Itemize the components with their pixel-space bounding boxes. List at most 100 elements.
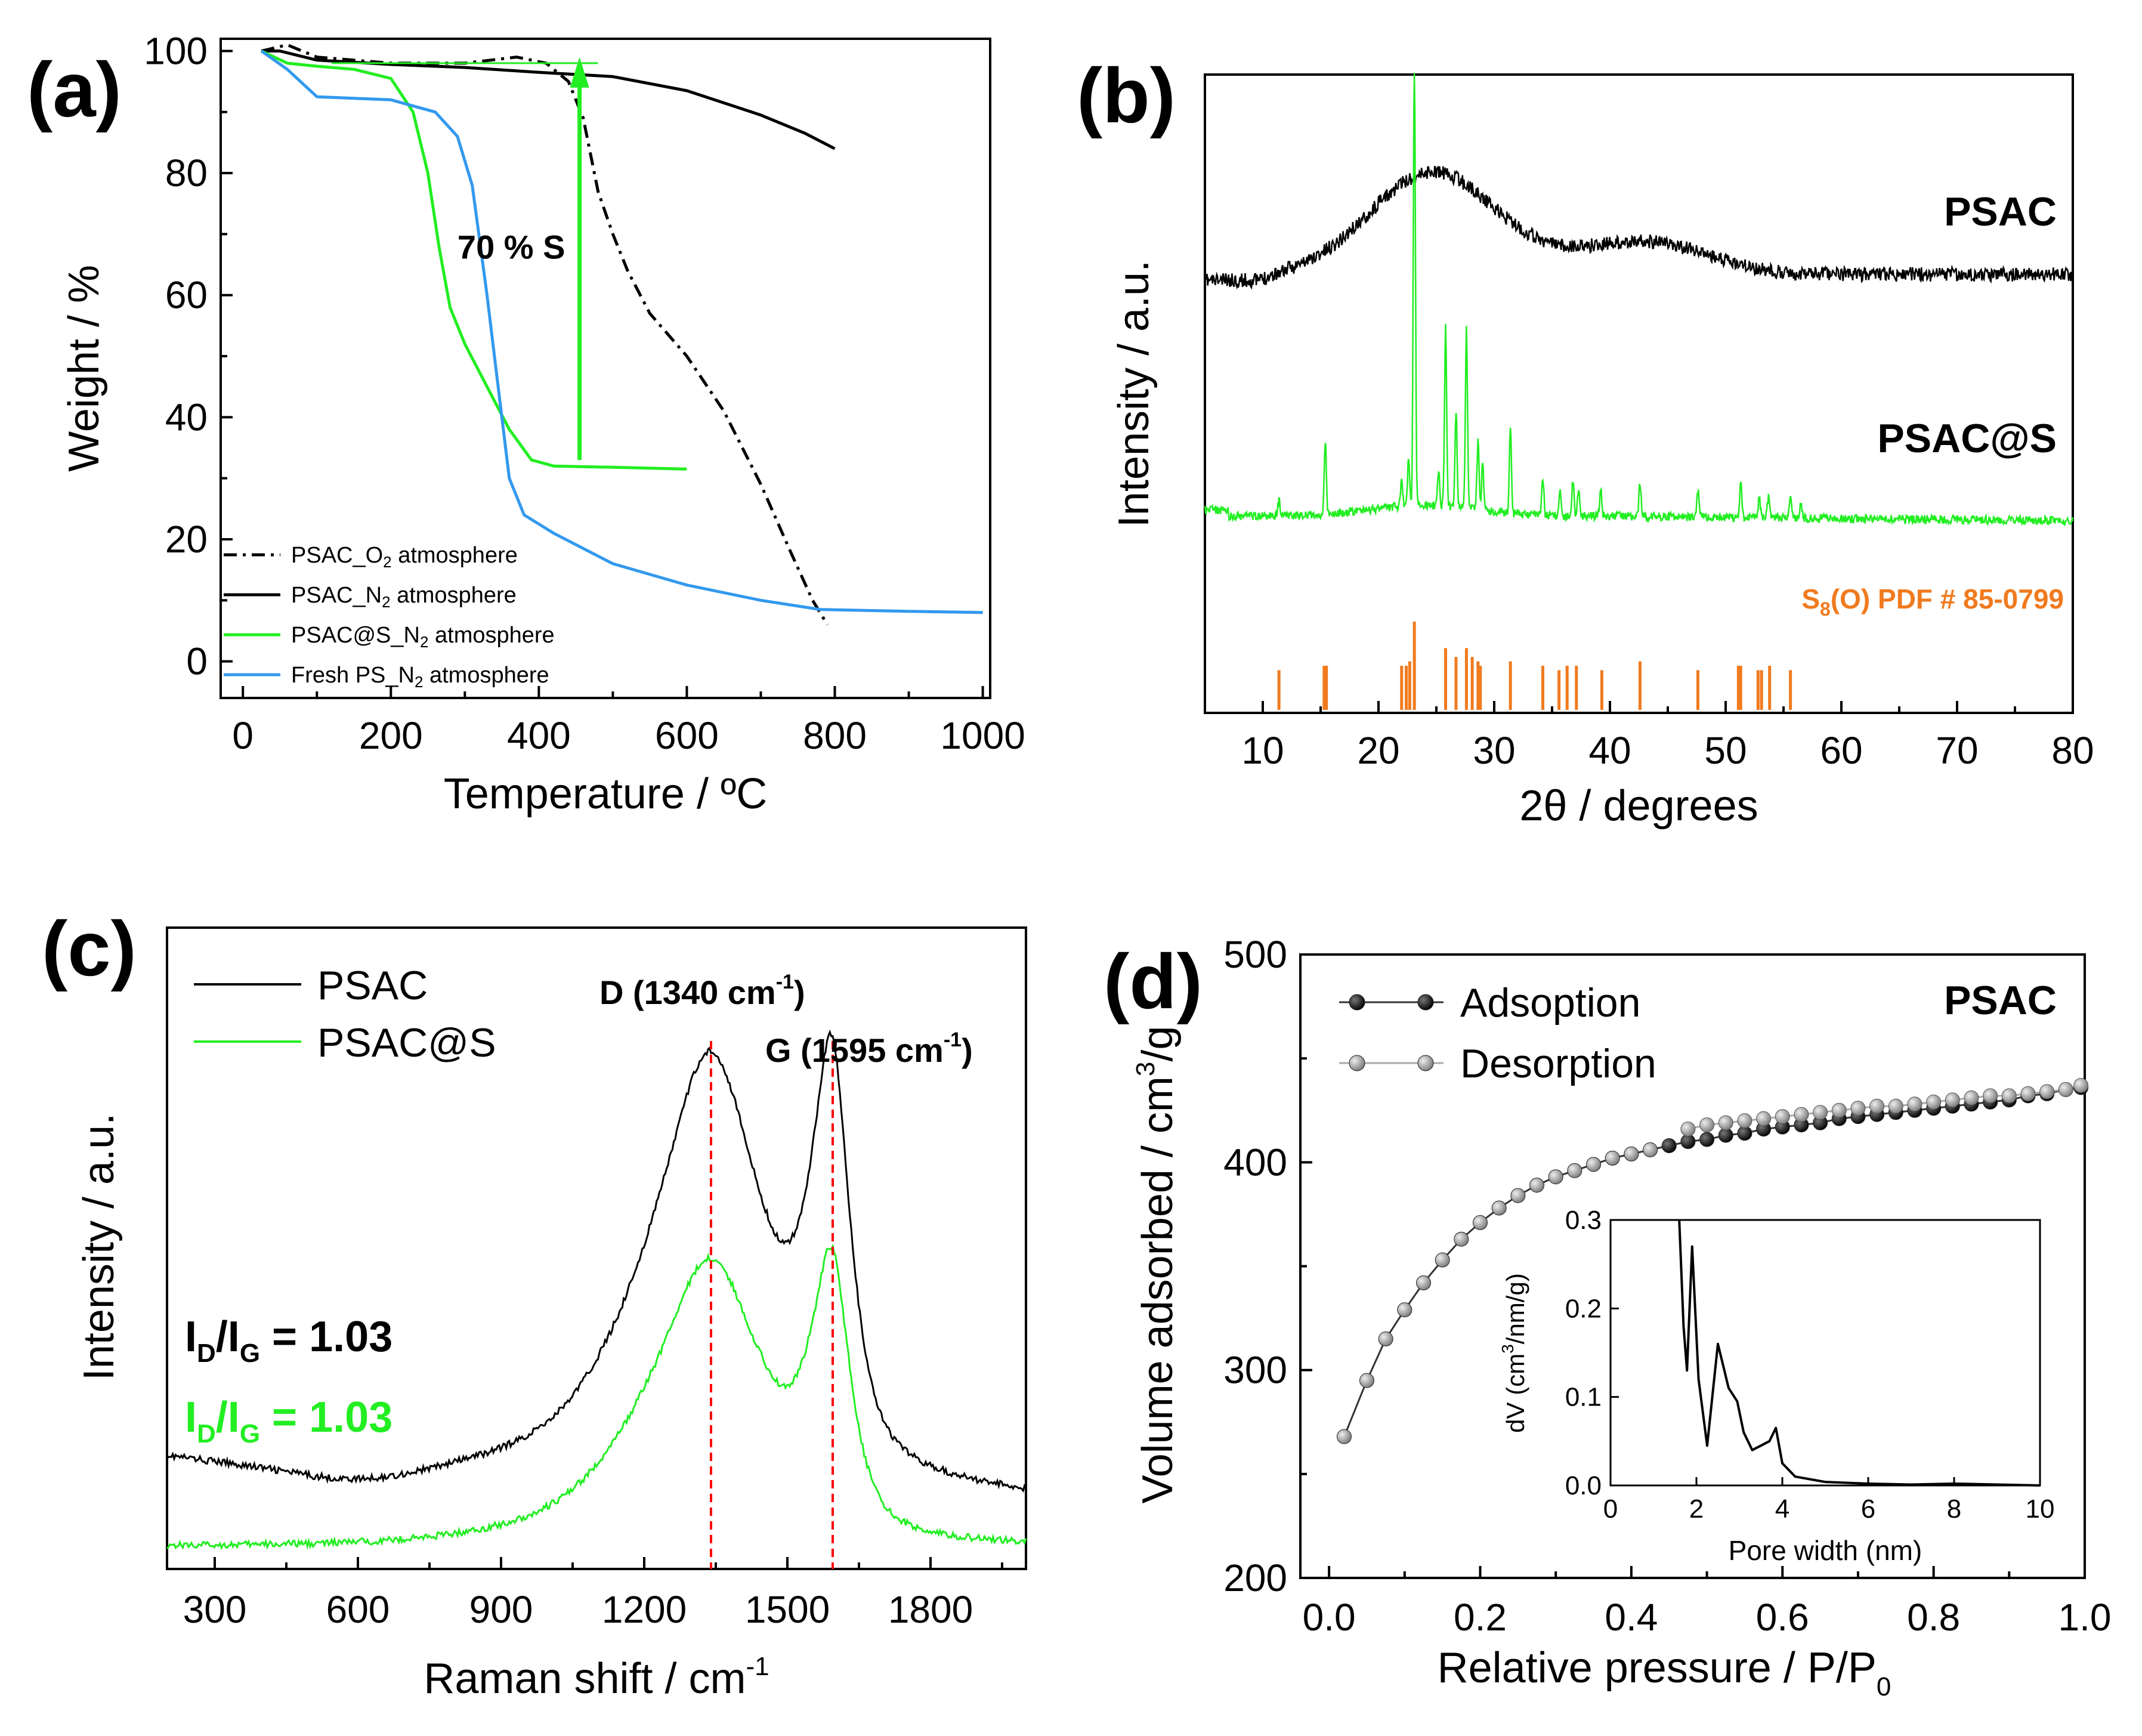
desorption-point xyxy=(2020,1086,2036,1101)
text-span: D xyxy=(197,1339,216,1368)
adsorption-point xyxy=(1510,1188,1526,1203)
x-tick-label-c: 1500 xyxy=(745,1588,830,1631)
x-tick-label-d: 0.6 xyxy=(1756,1596,1809,1639)
inset-x-tick-label: 10 xyxy=(2026,1494,2055,1524)
legend-marker-d xyxy=(1349,1055,1365,1071)
adsorption-point xyxy=(1529,1178,1545,1193)
text-span: ) xyxy=(962,1031,973,1069)
legend-subscript: 2 xyxy=(383,553,391,571)
x-tick-label-b: 40 xyxy=(1588,729,1631,772)
text-span: I xyxy=(185,1313,197,1361)
y-axis-label-c: Intensity / a.u. xyxy=(75,1113,123,1380)
y-tick-label-a: 20 xyxy=(165,518,208,561)
adsorption-point xyxy=(1661,1138,1677,1153)
legend-subscript: 2 xyxy=(420,633,428,651)
reference-subscript: 8 xyxy=(1820,598,1831,620)
inset-frame xyxy=(1609,1219,2041,1487)
text-span: I xyxy=(185,1394,197,1441)
y-axis-label-b: Intensity / a.u. xyxy=(1110,260,1158,527)
desorption-point xyxy=(1926,1094,1942,1110)
y-axis-label-a: Weight / % xyxy=(60,265,108,472)
legend-entry-a-2: PSAC@S_N2 atmosphere xyxy=(291,623,555,651)
x-tick-label-a: 600 xyxy=(655,714,719,757)
x-tick-label-a: 400 xyxy=(507,714,571,757)
adsorption-point xyxy=(1336,1429,1352,1444)
adsorption-point xyxy=(1643,1142,1658,1157)
adsorption-point xyxy=(1699,1132,1715,1147)
inset-y-tick-label: 0.1 xyxy=(1565,1383,1602,1412)
y-tick-label-a: 60 xyxy=(165,274,208,317)
desorption-point xyxy=(1945,1092,1960,1108)
inset-x-tick-label: 4 xyxy=(1775,1494,1789,1524)
desorption-point xyxy=(2073,1077,2089,1093)
text-span: Volume adsorbed / cm xyxy=(1134,1076,1182,1503)
band-label-g: G (1595 cm-1) xyxy=(765,1028,973,1069)
y-tick-label-a: 80 xyxy=(165,152,208,194)
x-tick-label-a: 0 xyxy=(232,714,254,757)
text-span: G (1595 cm xyxy=(765,1031,944,1069)
chart-panel-b: 10 20 30 40 50 60 70 80 2θ / degrees Intensity / … xyxy=(1110,72,2094,830)
desorption-point xyxy=(1737,1113,1752,1129)
y-tick-label-a: 40 xyxy=(165,396,208,438)
text-span: PSAC_N xyxy=(291,583,382,608)
text-span: Fresh PS_N xyxy=(291,663,415,688)
desorption-point xyxy=(1850,1101,1866,1116)
intensity-ratio-1: ID/IG = 1.03 xyxy=(185,1394,392,1448)
adsorption-point xyxy=(1454,1231,1469,1247)
desorption-point xyxy=(1718,1115,1733,1130)
adsorption-point xyxy=(1567,1163,1582,1178)
legend-marker-d xyxy=(1417,994,1434,1011)
adsorption-point xyxy=(1435,1252,1450,1268)
text-span: dV (cm xyxy=(1501,1354,1529,1433)
chart-panel-a: 0 200 400 600 800 1000 0 20 40 60 80 100 Temperature… xyxy=(60,29,1025,818)
text-span: atmosphere xyxy=(392,543,518,568)
inset-y-tick-label: 0.0 xyxy=(1565,1471,1602,1500)
legend-entry-a-1: PSAC_N2 atmosphere xyxy=(291,583,517,611)
desorption-point xyxy=(1680,1122,1696,1137)
inset-y-tick-label: 0.2 xyxy=(1565,1294,1602,1323)
plot-frame-a xyxy=(220,38,991,699)
x-axis-label-d: Relative pressure / P/P0 xyxy=(1438,1644,1891,1701)
adsorption-point xyxy=(1491,1200,1507,1216)
adsorption-point xyxy=(1624,1146,1639,1162)
legend-marker-d xyxy=(1417,1055,1434,1071)
inset-x-tick-label: 6 xyxy=(1861,1494,1875,1524)
legend-entry-a-3: Fresh PS_N2 atmosphere xyxy=(291,663,549,691)
adsorption-line xyxy=(1343,1086,2081,1437)
text-span: D xyxy=(197,1419,216,1448)
text-span: PSAC_O xyxy=(291,543,383,568)
desorption-point xyxy=(1794,1107,1809,1122)
x-axis-label-b: 2θ / degrees xyxy=(1519,782,1758,830)
series-label-psacs: PSAC@S xyxy=(1877,416,2057,461)
text-span: /g xyxy=(1134,1026,1182,1062)
x-tick-label-b: 70 xyxy=(1936,729,1978,772)
series-line-a-1 xyxy=(261,50,836,150)
inset-x-tick-label: 8 xyxy=(1947,1494,1961,1524)
x-tick-label-c: 600 xyxy=(326,1588,390,1631)
intensity-ratio-0: ID/IG = 1.03 xyxy=(185,1313,392,1368)
annotation-70pct-s: 70 % S xyxy=(458,228,565,265)
panel-label-a: (a) xyxy=(27,46,122,133)
legend-entry-d-1: Desorption xyxy=(1460,1041,1656,1086)
text-span: = 1.03 xyxy=(260,1394,392,1441)
panel-label-c: (c) xyxy=(42,905,137,992)
x-axis-label-superscript: -1 xyxy=(746,1652,769,1681)
x-tick-label-d: 0.8 xyxy=(1907,1596,1960,1639)
desorption-point xyxy=(2058,1082,2073,1097)
text-span: /I xyxy=(216,1394,240,1441)
legend-entry-a-0: PSAC_O2 atmosphere xyxy=(291,543,518,571)
inset-x-axis-label: Pore width (nm) xyxy=(1729,1535,1922,1566)
panel-title-d: PSAC xyxy=(1944,978,2057,1023)
x-axis-label-a: Temperature / ºC xyxy=(444,770,768,818)
raman-line-1 xyxy=(166,1243,1027,1550)
desorption-point xyxy=(1888,1098,1903,1114)
y-tick-label-d: 300 xyxy=(1223,1349,1287,1392)
y-tick-label-a: 100 xyxy=(144,29,208,72)
text-span: atmosphere xyxy=(423,663,549,688)
legend-entry-c-1: PSAC@S xyxy=(317,1020,496,1065)
text-span: 3 xyxy=(1131,1062,1160,1076)
adsorption-point xyxy=(1397,1302,1412,1318)
text-span: S xyxy=(1801,583,1820,614)
text-span: atmosphere xyxy=(428,623,554,648)
